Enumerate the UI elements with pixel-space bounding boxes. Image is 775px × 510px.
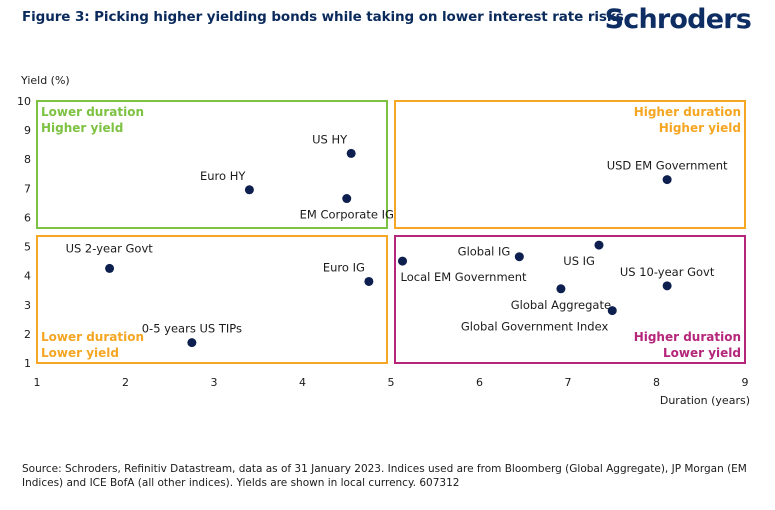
quadrant-label: Higher duration (634, 105, 741, 119)
data-label: US 2-year Govt (66, 241, 154, 255)
x-tick-label: 7 (565, 376, 572, 389)
x-axis-label: Duration (years) (660, 394, 750, 407)
data-point (556, 284, 566, 294)
figure-title: Figure 3: Picking higher yielding bonds … (22, 9, 624, 25)
y-tick-label: 5 (24, 241, 31, 254)
y-tick-label: 10 (17, 95, 31, 108)
y-tick-label: 9 (24, 124, 31, 137)
data-label: US 10-year Govt (620, 265, 715, 279)
data-label: Global Government Index (461, 320, 609, 334)
x-tick-label: 2 (122, 376, 129, 389)
y-tick-label: 3 (24, 299, 31, 312)
x-tick-label: 8 (653, 376, 660, 389)
data-label: Local EM Government (401, 270, 528, 284)
quadrant-label: Higher yield (41, 121, 123, 135)
data-point (244, 185, 254, 195)
data-point (662, 175, 672, 185)
x-tick-label: 6 (476, 376, 483, 389)
data-label: Global Aggregate (511, 298, 611, 312)
x-tick-label: 9 (742, 376, 749, 389)
data-point (514, 252, 524, 262)
data-label: EM Corporate IG (300, 208, 394, 222)
data-label: US IG (563, 254, 595, 268)
y-tick-label: 8 (24, 153, 31, 166)
data-point (346, 148, 356, 158)
y-axis-label: Yield (%) (20, 74, 70, 87)
quadrant-label: Lower yield (41, 346, 119, 360)
data-label: 0-5 years US TIPs (142, 322, 242, 336)
data-point (594, 240, 604, 250)
quadrant-box (36, 100, 388, 229)
data-point (187, 338, 197, 348)
quadrant-label: Higher yield (659, 121, 741, 135)
scatter-chart: Yield (%) Duration (years) 1 2 3 4 5 6 7 8 9 10 1 2 3 4… (17, 74, 750, 407)
x-tick-label: 3 (211, 376, 218, 389)
quadrant-box (394, 100, 746, 229)
quadrant-label: Lower duration (41, 330, 144, 344)
quadrant-label: Lower yield (663, 346, 741, 360)
data-point (662, 281, 672, 291)
x-tick-label: 4 (299, 376, 306, 389)
y-tick-label: 2 (24, 328, 31, 341)
data-point (607, 306, 617, 316)
y-tick-label: 4 (24, 270, 31, 283)
y-tick-label: 6 (24, 211, 31, 224)
data-label: US HY (312, 132, 348, 146)
data-label: Euro HY (200, 169, 246, 183)
brand-logo: Schroders (604, 4, 752, 35)
data-point (105, 263, 115, 273)
data-label: Global IG (458, 245, 511, 259)
data-point (342, 194, 352, 204)
x-tick-label: 1 (34, 376, 41, 389)
y-tick-label: 1 (24, 357, 31, 370)
data-point (398, 256, 408, 266)
source-note: Source: Schroders, Refinitiv Datastream,… (22, 463, 747, 489)
x-tick-label: 5 (388, 376, 395, 389)
quadrant-label: Higher duration (634, 330, 741, 344)
y-tick-label: 7 (24, 182, 31, 195)
quadrant-label: Lower duration (41, 105, 144, 119)
data-label: Euro IG (323, 260, 365, 274)
data-point (364, 276, 374, 286)
quadrant-box (36, 235, 388, 364)
data-label: USD EM Government (607, 159, 728, 173)
quadrant-box (394, 235, 746, 364)
